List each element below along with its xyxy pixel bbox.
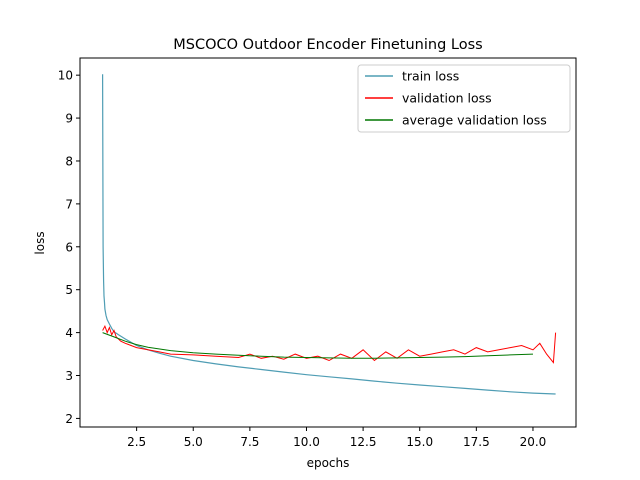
series-line-train-loss [102,74,556,395]
y-tick-label: 5 [65,283,73,297]
axes-ticks: 2.5 5.0 7.5 10.0 12.5 15.0 17.5 20.0 2 3 4 5 6 7 8 9 10 [58,69,547,449]
x-tick-label: 7.5 [240,435,259,449]
x-tick-label: 5.0 [184,435,203,449]
plot-frame [79,57,577,428]
plot-area [102,74,557,395]
x-axis-label: epochs [307,456,350,470]
y-tick-label: 9 [65,112,73,126]
series-line-average-validation-loss [102,332,534,359]
x-tick-label: 20.0 [520,435,547,449]
y-axis-label: loss [33,231,47,254]
x-tick-label: 10.0 [293,435,320,449]
legend-label: average validation loss [402,113,547,128]
legend-label: validation loss [402,91,492,106]
y-tick-label: 7 [65,197,73,211]
y-tick-label: 10 [58,69,73,83]
y-tick-label: 4 [65,326,73,340]
x-tick-label: 12.5 [350,435,377,449]
y-tick-label: 6 [65,240,73,254]
legend: train loss validation loss average validat… [357,64,571,133]
x-tick-label: 2.5 [127,435,146,449]
y-tick-label: 8 [65,154,73,168]
y-tick-label: 3 [65,369,73,383]
legend-label: train loss [402,69,459,84]
legend-box [357,64,571,133]
y-tick-label: 2 [65,412,73,426]
x-tick-label: 15.0 [406,435,433,449]
chart-title: MSCOCO Outdoor Encoder Finetuning Loss [173,37,482,53]
x-tick-label: 17.5 [463,435,490,449]
series-line-validation-loss [102,324,557,364]
